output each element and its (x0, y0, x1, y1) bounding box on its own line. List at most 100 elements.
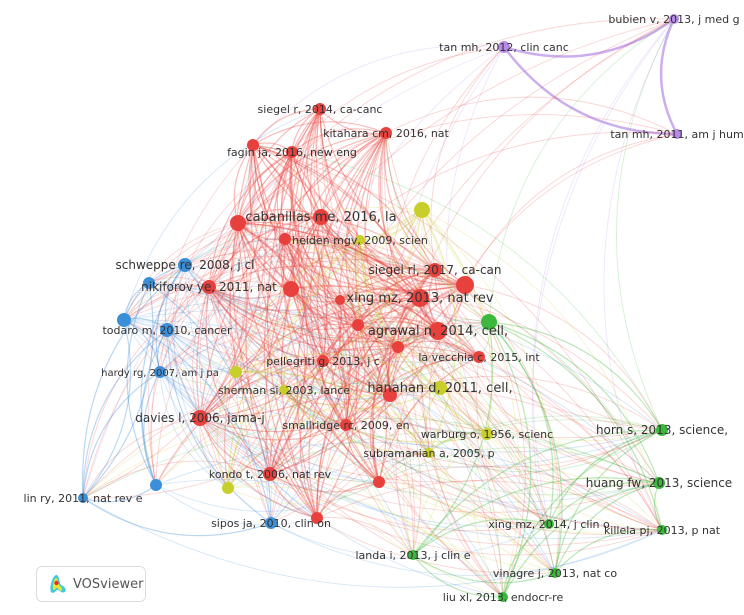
node-label[interactable]: pellegriti g, 2013, j c (266, 355, 380, 368)
node-label[interactable]: sipos ja, 2010, clin on (211, 517, 331, 530)
node-label[interactable]: smallridge rc, 2009, en (282, 419, 409, 432)
node-label[interactable]: liu xl, 2013, endocr-re (443, 591, 564, 604)
node-label[interactable]: nikiforov ye, 2011, nat (141, 280, 277, 294)
edge (237, 222, 480, 358)
node-red[interactable] (230, 215, 246, 231)
node-red[interactable] (473, 351, 485, 363)
node-label[interactable]: vinagre j, 2013, nat co (493, 567, 617, 580)
node-yellow[interactable] (222, 482, 234, 494)
edge (320, 216, 399, 348)
node-red[interactable] (373, 476, 385, 488)
node-yellow[interactable] (424, 448, 434, 458)
node-label[interactable]: sherman si, 2003, lance (218, 384, 350, 397)
node-label[interactable]: la vecchia c, 2015, int (418, 351, 540, 364)
node-red[interactable] (247, 139, 259, 151)
node-blue[interactable] (78, 493, 88, 503)
edge (385, 132, 660, 484)
node-red[interactable] (283, 281, 299, 297)
node-green[interactable] (657, 525, 667, 535)
node-yellow[interactable] (279, 385, 289, 395)
edge (412, 209, 462, 556)
node-blue[interactable] (178, 258, 192, 272)
node-red[interactable] (263, 467, 277, 481)
node-red[interactable] (380, 127, 392, 139)
node-purple[interactable] (498, 41, 510, 53)
node-green[interactable] (656, 424, 668, 436)
node-yellow[interactable] (433, 381, 447, 395)
node-label[interactable]: davies l, 2006, jama-j (135, 411, 264, 425)
node-blue[interactable] (117, 313, 131, 327)
node-label[interactable]: kitahara cm, 2016, nat (323, 127, 449, 140)
edge (322, 360, 663, 531)
node-label[interactable]: siegel r, 2014, ca-canc (258, 103, 383, 116)
node-label[interactable]: warburg o, 1956, scienc (421, 428, 553, 441)
node-green[interactable] (653, 477, 665, 489)
node-label[interactable]: tan mh, 2012, clin canc (439, 41, 569, 54)
edge (357, 324, 663, 531)
node-label[interactable]: agrawal n, 2014, cell, (368, 324, 508, 339)
node-red[interactable] (428, 263, 442, 277)
node-label[interactable]: kondo t, 2006, nat rev (209, 468, 332, 481)
node-green[interactable] (481, 314, 497, 330)
edge (320, 216, 490, 323)
node-label[interactable]: xing mz, 2014, j clin o (488, 518, 610, 531)
node-red[interactable] (279, 233, 291, 245)
node-red[interactable] (192, 410, 208, 426)
node-label[interactable]: fagin ja, 2016, new eng (227, 146, 357, 159)
edge (290, 151, 391, 396)
node-red[interactable] (311, 512, 323, 524)
node-label[interactable]: siegel rl, 2017, ca-can (368, 263, 501, 277)
node-purple[interactable] (672, 129, 682, 139)
node-green[interactable] (408, 550, 418, 560)
edge (199, 417, 347, 441)
node-yellow[interactable] (414, 202, 430, 218)
edge (290, 209, 423, 290)
node-label[interactable]: heiden mgv, 2009, scien (292, 234, 428, 247)
node-blue[interactable] (265, 517, 277, 529)
node-red[interactable] (335, 295, 345, 305)
node-green[interactable] (550, 568, 560, 578)
node-label[interactable]: landa i, 2013, j clin e (356, 549, 471, 562)
node-red[interactable] (411, 289, 429, 307)
node-red[interactable] (314, 103, 326, 115)
edge (166, 329, 347, 426)
node-yellow[interactable] (355, 235, 365, 245)
node-label[interactable]: lin ry, 2011, nat rev e (24, 492, 143, 505)
node-green[interactable] (544, 519, 554, 529)
node-label[interactable]: huang fw, 2013, science (586, 476, 732, 490)
node-red[interactable] (313, 209, 329, 225)
node-purple[interactable] (669, 14, 679, 24)
node-red[interactable] (202, 280, 216, 294)
node-label[interactable]: killela pj, 2013, p nat (604, 524, 721, 537)
node-blue[interactable] (154, 366, 166, 378)
node-label[interactable]: cabanillas me, 2016, la (245, 210, 396, 225)
node-label[interactable]: horn s, 2013, science, (596, 423, 728, 437)
node-red[interactable] (317, 355, 329, 367)
node-red[interactable] (429, 322, 447, 340)
node-red[interactable] (383, 388, 397, 402)
node-label[interactable]: subramanian a, 2005, p (363, 447, 494, 460)
node-red[interactable] (392, 341, 404, 353)
node-label[interactable]: todaro m, 2010, cancer (102, 324, 232, 337)
node-label[interactable]: bubien v, 2013, j med g (608, 13, 739, 26)
node-red[interactable] (286, 146, 298, 158)
node-label[interactable]: tan mh, 2011, am j hum (610, 128, 743, 141)
node-blue[interactable] (150, 479, 162, 491)
node-label[interactable]: schweppe re, 2008, j cl (115, 258, 254, 272)
node-red[interactable] (352, 319, 364, 331)
node-blue[interactable] (143, 277, 155, 289)
node-label[interactable]: hardy rg, 2007, am j pa (101, 368, 219, 379)
node-red[interactable] (456, 276, 474, 294)
node-red[interactable] (340, 419, 352, 431)
node-yellow[interactable] (481, 428, 493, 440)
edge (357, 209, 423, 326)
node-label[interactable]: hanahan d, 2011, cell, (367, 381, 512, 396)
node-yellow[interactable] (230, 366, 242, 378)
node-blue[interactable] (160, 323, 174, 337)
edge (257, 151, 293, 391)
edge (310, 108, 391, 396)
node-label[interactable]: xing mz, 2013, nat rev (346, 291, 494, 306)
node-green[interactable] (498, 592, 508, 602)
